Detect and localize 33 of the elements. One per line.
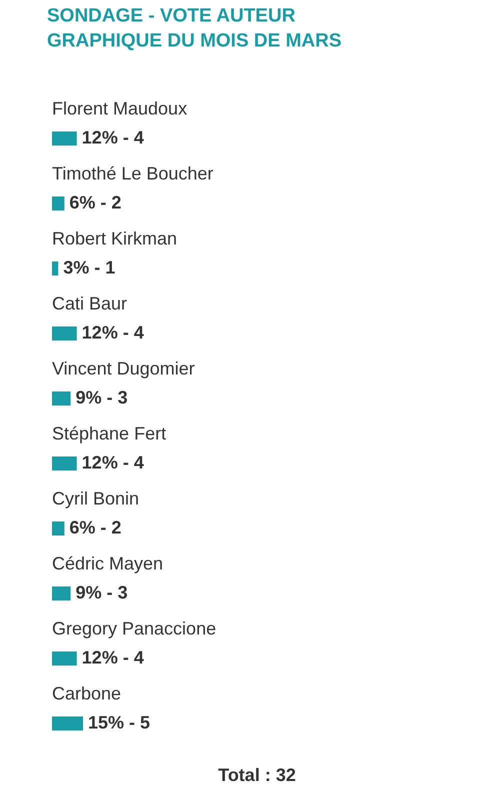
y-tick-label: Stéphane Fert <box>52 424 166 444</box>
data-label: 12% - 4 <box>82 322 144 342</box>
bar <box>52 586 71 600</box>
data-label: 3% - 1 <box>63 258 116 278</box>
text: SONDAGE - VOTE AUTEUR <box>47 6 296 26</box>
data-label: 9% - 3 <box>76 388 128 408</box>
bar <box>52 196 64 210</box>
y-tick-label: Cyril Bonin <box>52 488 140 508</box>
text: GRAPHIQUE DU MOIS DE MARS <box>47 30 342 52</box>
data-label: 15% - 5 <box>88 712 150 732</box>
text: Total : 32 <box>218 765 296 785</box>
y-tick-label: Robert Kirkman <box>52 228 178 248</box>
data-label: 12% - 4 <box>82 452 144 472</box>
y-tick-label: Carbone <box>52 684 122 704</box>
bar <box>52 392 71 406</box>
bar <box>52 652 77 666</box>
bar <box>52 262 58 276</box>
y-tick-label: Gregory Panaccione <box>52 618 216 638</box>
y-tick-label: Timothé Le Boucher <box>52 164 214 184</box>
y-tick-label: Florent Maudoux <box>52 98 188 118</box>
data-label: 6% - 2 <box>69 192 122 212</box>
bar <box>52 522 64 536</box>
bar <box>52 716 83 730</box>
bar <box>52 132 77 146</box>
data-label: 9% - 3 <box>76 582 128 602</box>
y-tick-label: Cati Baur <box>52 294 128 314</box>
bar <box>52 456 77 470</box>
y-tick-label: Cédric Mayen <box>52 554 164 574</box>
data-label: 6% - 2 <box>69 518 122 538</box>
data-label: 12% - 4 <box>82 648 144 668</box>
y-tick-label: Vincent Dugomier <box>52 358 195 378</box>
bar <box>52 326 77 340</box>
data-label: 12% - 4 <box>82 128 144 148</box>
